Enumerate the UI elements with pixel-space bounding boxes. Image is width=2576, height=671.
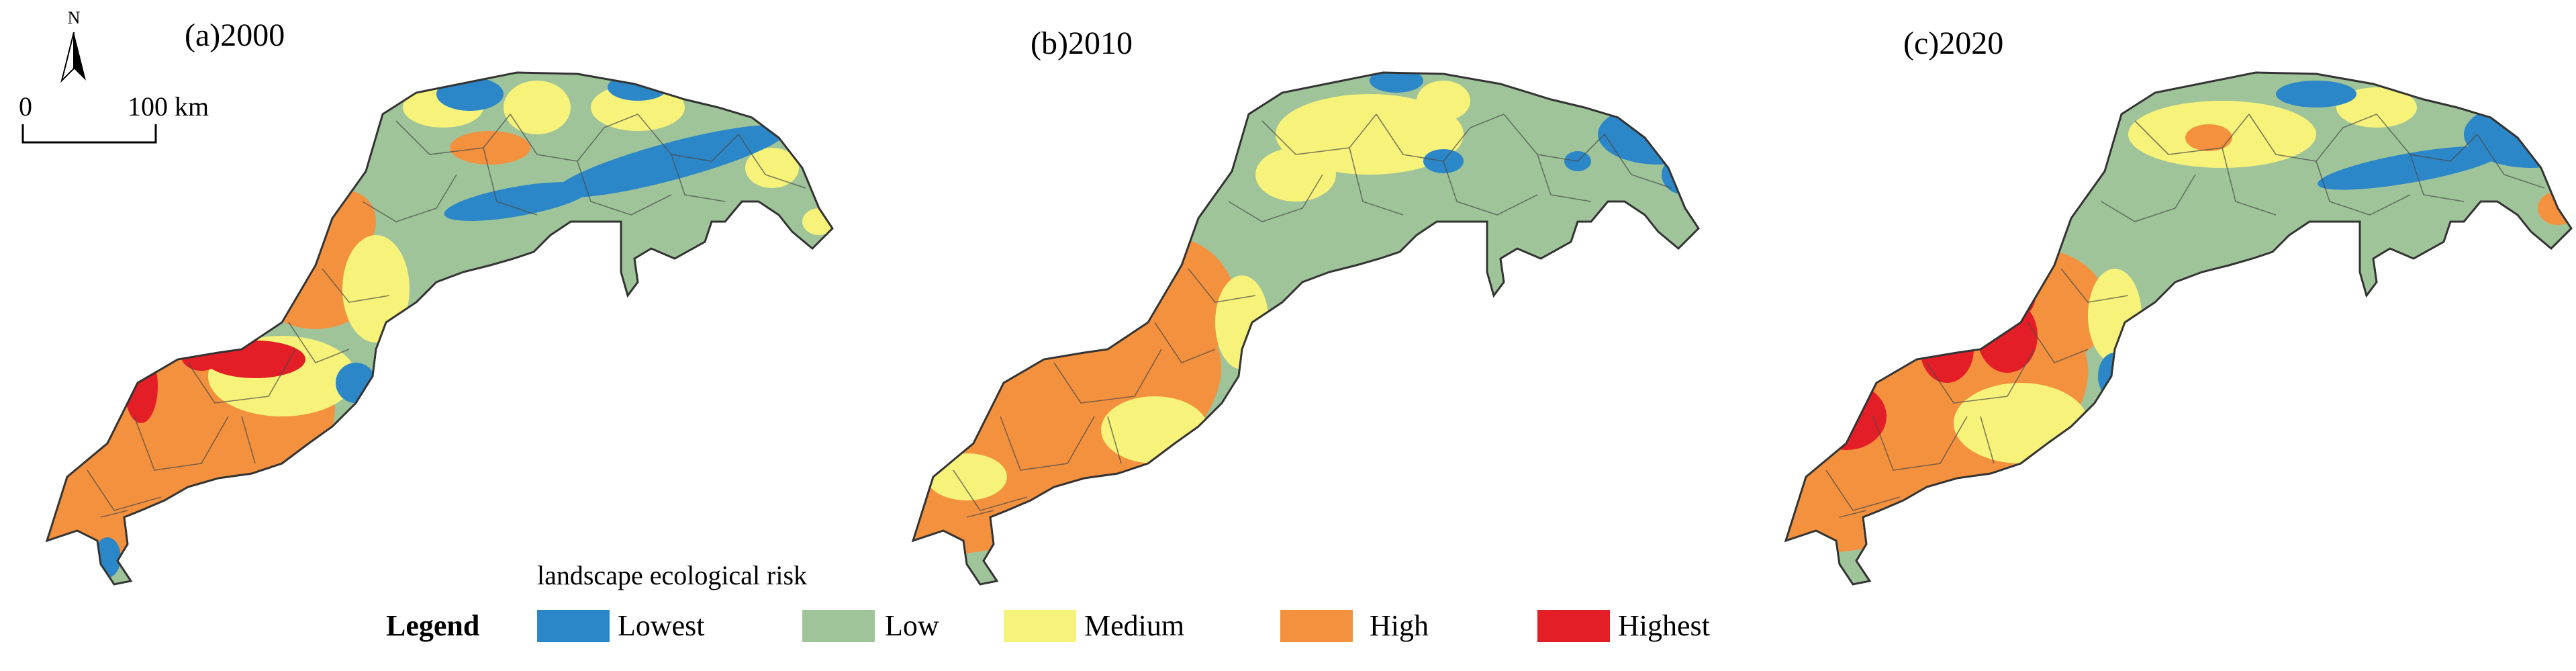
map-panel-2020 bbox=[1784, 71, 2573, 586]
legend-label-medium: Medium bbox=[1084, 609, 1184, 642]
panel-label-2000: (a)2000 bbox=[185, 17, 285, 53]
legend-swatch-low bbox=[802, 610, 875, 642]
legend-label-low: Low bbox=[885, 609, 939, 642]
legend-label-high: High bbox=[1370, 609, 1429, 642]
scale-start-label: 0 bbox=[19, 91, 32, 122]
legend: landscape ecological risk Legend Lowest … bbox=[386, 560, 1710, 642]
scale-end-label: 100 km bbox=[128, 91, 209, 122]
map-panel-2010 bbox=[912, 71, 1700, 586]
legend-label-lowest: Lowest bbox=[618, 609, 705, 642]
legend-swatch-highest bbox=[1537, 610, 1610, 642]
legend-label-highest: Highest bbox=[1618, 609, 1710, 642]
panel-label-2010: (b)2010 bbox=[1031, 26, 1133, 61]
legend-swatch-high bbox=[1280, 610, 1353, 642]
north-label: N bbox=[68, 8, 81, 28]
panel-label-2020: (c)2020 bbox=[1903, 26, 2003, 61]
legend-heading: Legend bbox=[386, 609, 479, 642]
scale-bar: 0 100 km bbox=[19, 91, 209, 144]
legend-swatch-lowest bbox=[537, 610, 610, 642]
north-arrow-icon: N bbox=[60, 8, 86, 83]
legend-swatch-medium bbox=[1004, 610, 1076, 642]
legend-title: landscape ecological risk bbox=[537, 560, 807, 590]
